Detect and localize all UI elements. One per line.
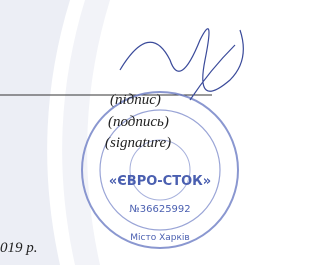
caption-ua: (підпис) — [110, 92, 161, 108]
signature — [120, 29, 243, 100]
watermark — [62, 0, 110, 265]
stamp-city: Місто Харків — [130, 233, 189, 243]
stamp-company: «ЄВРО-СТОК» — [109, 174, 211, 189]
date: 019 р. — [0, 240, 38, 256]
stamp-code: №36625992 — [129, 204, 190, 215]
caption-en: (signature) — [105, 135, 171, 151]
watermark — [0, 0, 70, 265]
caption-ru: (подпись) — [108, 114, 169, 130]
document-fragment: «ЄВРО-СТОК» №36625992 Місто Харків (підп… — [0, 0, 257, 265]
page: «ЄВРО-СТОК» №36625992 Місто Харків (підп… — [0, 0, 257, 265]
